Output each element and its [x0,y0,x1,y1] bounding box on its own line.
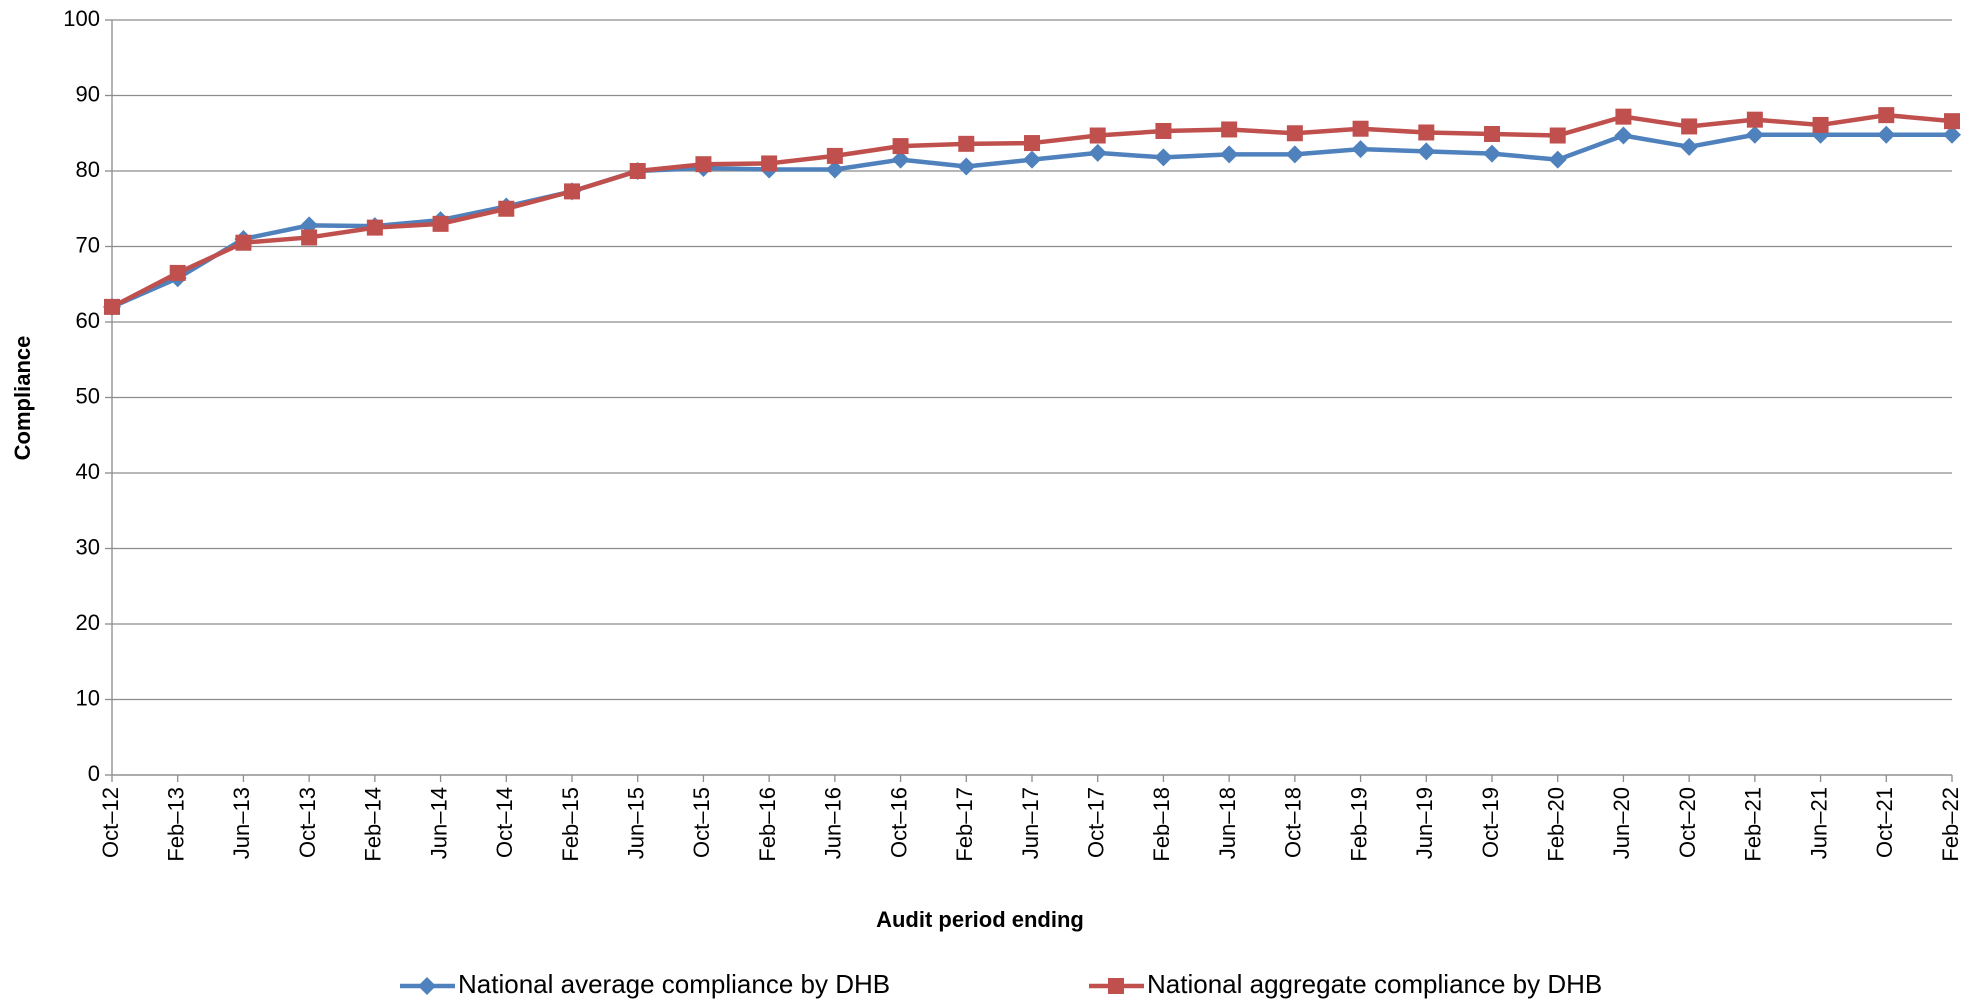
point [1811,125,1830,144]
x-tick-label: Jun–14 [426,787,451,859]
point [1614,126,1633,145]
point [1745,125,1764,144]
point [1418,124,1435,141]
x-tick-label: Feb–18 [1149,787,1174,862]
x-tick-label: Feb–13 [164,787,189,862]
y-tick-label: 40 [76,459,100,484]
x-tick-label: Oct–14 [492,787,517,858]
x-tick-label: Jun–18 [1215,787,1240,859]
x-tick-label: Feb–22 [1938,787,1963,862]
x-tick-label: Oct–12 [98,787,123,858]
x-tick-label: Jun–20 [1609,787,1634,859]
point [761,155,778,172]
point [1089,127,1106,144]
x-tick-label: Jun–13 [229,787,254,859]
point [1877,125,1896,144]
x-tick-label: Feb–15 [558,787,583,862]
point [564,183,580,200]
point [169,264,186,281]
y-tick-label: 10 [76,685,100,710]
point [629,163,646,179]
point [235,234,252,251]
point [1351,140,1370,159]
x-tick-label: Jun–15 [624,787,649,859]
legend-label: National aggregate compliance by DHB [1147,969,1602,999]
point [1943,125,1961,144]
point [1615,108,1632,125]
y-tick-label: 100 [63,6,100,31]
point [1548,150,1567,169]
y-tick-label: 30 [76,534,100,559]
point [1024,135,1040,152]
point [1023,150,1041,169]
point [498,200,515,217]
point [1746,111,1763,128]
legend-marker [418,977,436,995]
point [1878,107,1895,124]
x-tick-label: Feb–16 [755,787,780,862]
point [1154,148,1173,167]
point [825,160,844,179]
point [1680,137,1699,156]
point [301,229,318,246]
point [1221,121,1238,138]
legend-label: National average compliance by DHB [458,969,890,999]
x-tick-label: Jun–16 [821,787,846,859]
x-tick-label: Feb–17 [952,787,977,862]
point [1352,120,1369,137]
point [1220,145,1239,164]
y-tick-label: 0 [88,761,100,786]
y-tick-label: 70 [76,232,100,257]
x-tick-label: Oct–17 [1084,787,1109,858]
x-tick-label: Oct–15 [689,787,714,858]
point [366,219,383,236]
y-tick-label: 80 [76,157,100,182]
y-axis-title: Compliance [10,336,35,461]
point [891,150,910,169]
x-axis-title: Audit period ending [876,907,1084,932]
y-tick-label: 90 [76,81,100,106]
point [1155,122,1172,139]
point [695,156,712,173]
point [1944,113,1960,130]
point [1088,143,1107,162]
x-tick-label: Oct–19 [1478,787,1503,858]
x-tick-label: Feb–19 [1346,787,1371,862]
x-tick-label: Jun–17 [1018,787,1043,859]
point [432,215,449,232]
y-tick-label: 20 [76,610,100,635]
x-tick-label: Oct–18 [1281,787,1306,858]
point [1285,145,1304,164]
x-tick-label: Oct–21 [1872,787,1897,858]
point [104,298,120,315]
point [1681,118,1698,135]
y-tick-label: 60 [76,308,100,333]
x-tick-label: Jun–21 [1806,787,1831,859]
x-tick-label: Oct–20 [1675,787,1700,858]
y-tick-label: 50 [76,383,100,408]
point [1483,144,1501,163]
point [1286,125,1303,142]
point [1484,126,1500,143]
point [1812,116,1829,133]
point [958,135,975,152]
x-tick-label: Feb–21 [1741,787,1766,862]
legend-marker [1108,978,1124,994]
x-tick-label: Jun–19 [1412,787,1437,859]
point [1549,127,1566,144]
point [957,157,976,176]
x-tick-label: Feb–20 [1544,787,1569,862]
point [826,147,843,164]
point [1417,142,1436,161]
x-tick-label: Oct–13 [295,787,320,858]
point [892,138,909,155]
x-tick-label: Oct–16 [886,787,911,858]
x-tick-label: Feb–14 [361,787,386,862]
